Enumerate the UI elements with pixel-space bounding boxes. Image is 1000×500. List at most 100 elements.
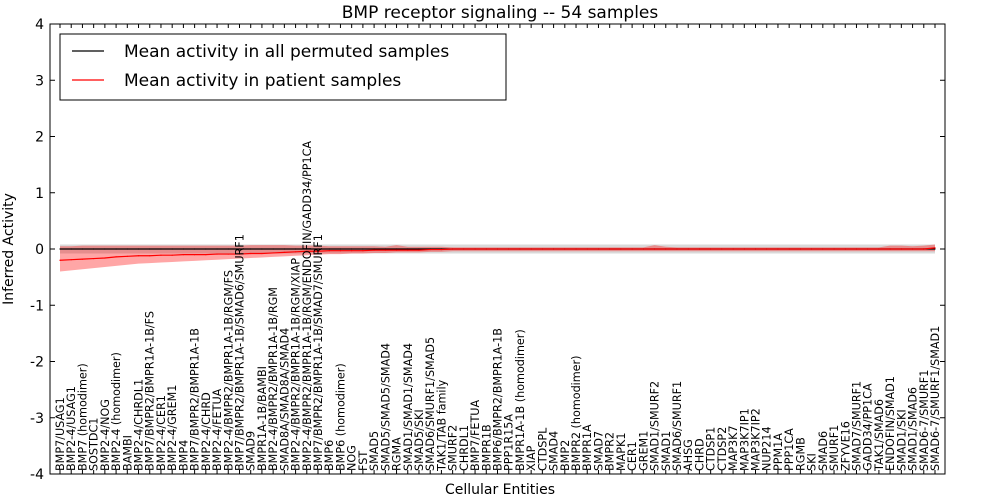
data-point (788, 248, 790, 250)
data-point (294, 251, 297, 253)
data-point (115, 248, 117, 250)
data-point (844, 248, 846, 250)
y-tick-label: 1 (35, 186, 44, 202)
x-axis-label: Cellular Entities (445, 482, 555, 498)
entity-label: FST (357, 451, 370, 471)
entity-label: BMP2-4/BMPR2/BMPR1A-1B/RGM/ENDOFIN/GADD3… (301, 141, 314, 471)
data-point (811, 248, 813, 250)
entity-label: BMPR1A (581, 424, 594, 471)
entity-label: BMP2-4/BMPR2/BMPR1A-1B/RGM (267, 287, 280, 471)
data-point (799, 248, 801, 250)
data-point (373, 248, 375, 250)
legend-label: Mean activity in all permuted samples (124, 42, 449, 62)
data-point (306, 250, 308, 252)
data-point (205, 248, 207, 250)
data-point (407, 249, 409, 251)
data-point (665, 248, 667, 250)
data-point (81, 248, 84, 250)
entity-label: BAMBI (121, 435, 134, 471)
data-point (474, 248, 476, 250)
data-point (586, 248, 588, 250)
data-point (855, 248, 858, 250)
y-tick-label: 3 (35, 73, 44, 89)
data-point (384, 249, 386, 251)
data-point (620, 248, 622, 250)
y-tick-label: -2 (30, 355, 44, 371)
data-point (452, 248, 454, 250)
data-point (294, 248, 297, 250)
entity-label: TAK1/TAB family (435, 379, 448, 472)
data-point (227, 248, 229, 250)
data-point (934, 248, 936, 250)
data-point (306, 248, 308, 250)
data-point (328, 250, 330, 252)
data-point (911, 248, 914, 250)
data-point (530, 248, 532, 250)
data-point (766, 248, 768, 250)
entity-label: BMP2-4/USAG1 (65, 386, 78, 471)
data-point (564, 248, 566, 250)
entity-label: BMPR2 (604, 432, 617, 471)
entity-label: BMP2-4 (homodimer) (110, 352, 123, 471)
data-point (149, 248, 151, 250)
data-point (407, 248, 409, 250)
data-point (923, 248, 925, 250)
data-point (777, 248, 779, 250)
entity-label: BMP2-4/GREM1 (166, 385, 179, 471)
data-point (171, 254, 173, 256)
data-point (216, 248, 218, 250)
data-point (194, 254, 196, 256)
entity-label: SMAD1/SMURF2 (649, 381, 662, 471)
y-tick-label: -1 (30, 298, 44, 314)
entity-label: SMAD1/SMAD6 (907, 387, 920, 471)
entity-label: SMURF2 (447, 425, 460, 471)
entity-label: CHRD (693, 438, 706, 471)
data-point (250, 252, 252, 255)
entity-label: BMPR1A-1B/BAMBI (256, 366, 269, 471)
data-point (867, 248, 869, 250)
data-point (676, 248, 678, 250)
entity-label: SMAD6 (817, 431, 830, 471)
data-point (653, 248, 656, 250)
entity-label: BMP2-4/FETUA (211, 388, 224, 471)
data-point (182, 254, 184, 256)
data-point (575, 248, 577, 250)
entity-label: SMAD5/SKI (413, 409, 426, 471)
data-point (104, 248, 106, 250)
entity-label: PPP1CA (783, 428, 796, 471)
entity-label: BMP2-4/NOG (99, 399, 112, 471)
data-point (418, 249, 420, 251)
entity-label: SMAD5/SMAD5/SMAD4 (379, 343, 392, 471)
entity-label: RGMB (794, 437, 807, 471)
entity-label: BMP2 (559, 440, 572, 471)
entity-label: TAK1/SMAD6 (873, 399, 886, 472)
entity-label: BMPR1B (480, 424, 493, 471)
data-point (418, 248, 420, 250)
entity-label: CER1 (626, 441, 639, 471)
data-point (216, 253, 218, 255)
entity-label: BMP6 (homodimer) (334, 363, 347, 471)
entity-label: NUP214 (761, 426, 774, 471)
entity-label: CTDSPL (536, 427, 549, 471)
plot-area: -4 -3 -2 -1 0 1 2 3 4 BMP7/USAG1BMP2-4/USAG1BMP7 … (30, 17, 946, 483)
data-point (429, 248, 431, 251)
data-point (339, 250, 342, 252)
data-point (328, 248, 330, 250)
data-point (743, 248, 745, 250)
entity-label: BMP7/FETUA (469, 400, 482, 471)
data-point (687, 248, 689, 250)
y-tick-label: -3 (30, 411, 44, 427)
data-point (93, 248, 95, 250)
entity-label: SMAD6/SMURF1 (671, 381, 684, 471)
y-tick-label: 4 (35, 17, 44, 33)
entity-label: RGMA (391, 437, 404, 471)
data-point (205, 254, 207, 256)
data-point (351, 248, 353, 250)
patient-confidence-band (60, 244, 935, 272)
data-point (171, 248, 173, 250)
data-point (485, 248, 487, 250)
data-point (440, 248, 443, 251)
data-point (900, 248, 902, 250)
data-point (115, 256, 117, 258)
